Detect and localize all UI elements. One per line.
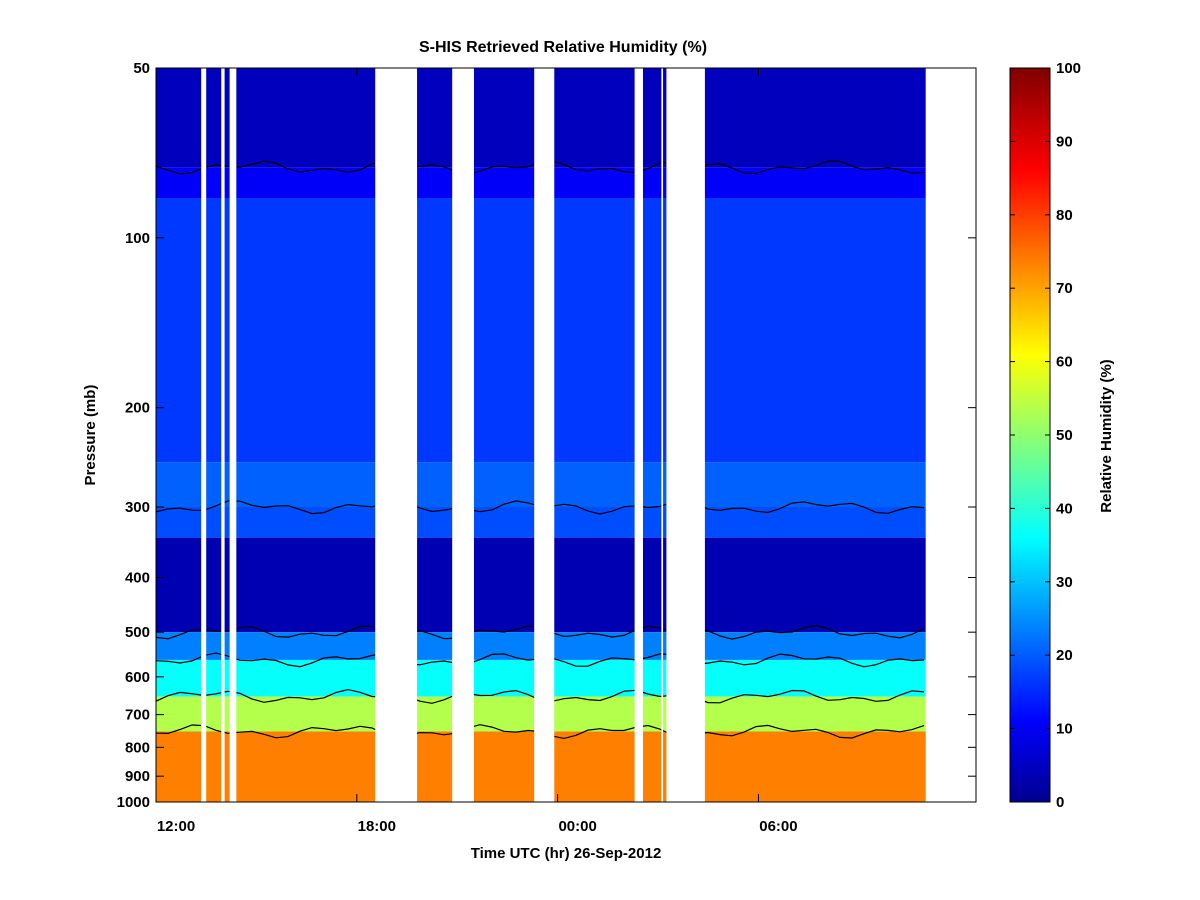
colorbar-tick-label-20: 20: [1056, 647, 1073, 664]
data-gap-4: [452, 68, 474, 802]
contour-lines: [156, 160, 925, 740]
colorbar-tick-label-70: 70: [1056, 280, 1073, 297]
data-gap-6: [634, 68, 643, 802]
y-axis-label: Pressure (mb): [82, 385, 99, 486]
y-tick-label-800: 800: [125, 739, 150, 756]
data-gap-0: [201, 68, 207, 802]
colorbar-label: Relative Humidity (%): [1098, 359, 1115, 512]
x-axis-label: Time UTC (hr) 26-Sep-2012: [471, 845, 662, 862]
x-tick-label-18:00: 18:00: [358, 818, 396, 835]
x-tick-label-12:00: 12:00: [157, 818, 195, 835]
colorbar-tick-label-50: 50: [1056, 427, 1073, 444]
y-tick-label-600: 600: [125, 669, 150, 686]
chart-title: S-HIS Retrieved Relative Humidity (%): [419, 39, 707, 56]
y-tick-label-400: 400: [125, 569, 150, 586]
y-axis: 50 100 200 300 400 500 600 700 800 900 1000: [117, 60, 976, 811]
data-gap-1: [221, 68, 225, 802]
colorbar: 0 10 20 30 40 50 60 70 80 90 100: [1009, 60, 1081, 811]
data-gap-5: [534, 68, 555, 802]
colorbar-tick-label-10: 10: [1056, 721, 1073, 738]
x-axis: 12:00 18:00 00:00 06:00: [155, 68, 798, 835]
x-tick-label-06:00: 06:00: [759, 818, 797, 835]
colorbar-tick-label-80: 80: [1056, 207, 1073, 224]
y-tick-label-100: 100: [125, 230, 150, 247]
y-tick-label-200: 200: [125, 400, 150, 417]
data-gap-2: [229, 68, 237, 802]
colorbar-tick-label-90: 90: [1056, 133, 1073, 150]
colorbar-tick-label-60: 60: [1056, 354, 1073, 371]
data-gap-7: [661, 68, 664, 802]
y-tick-label-500: 500: [125, 624, 150, 641]
heatmap-field: [156, 68, 976, 802]
colorbar-tick-label-30: 30: [1056, 574, 1073, 591]
y-tick-label-300: 300: [125, 499, 150, 516]
colorbar-tick-label-100: 100: [1056, 60, 1081, 77]
y-tick-label-900: 900: [125, 768, 150, 785]
y-tick-label-50: 50: [133, 60, 150, 77]
colorbar-tick-label-0: 0: [1056, 794, 1064, 811]
colorbar-gradient: [1009, 67, 1051, 803]
x-tick-label-00:00: 00:00: [558, 818, 596, 835]
colorbar-tick-label-40: 40: [1056, 500, 1073, 517]
data-gap-8: [666, 68, 705, 802]
y-tick-label-1000: 1000: [117, 794, 150, 811]
y-tick-label-700: 700: [125, 707, 150, 724]
data-gap-9: [925, 68, 976, 802]
plot-frame: [155, 67, 977, 803]
data-gap-3: [375, 68, 418, 802]
